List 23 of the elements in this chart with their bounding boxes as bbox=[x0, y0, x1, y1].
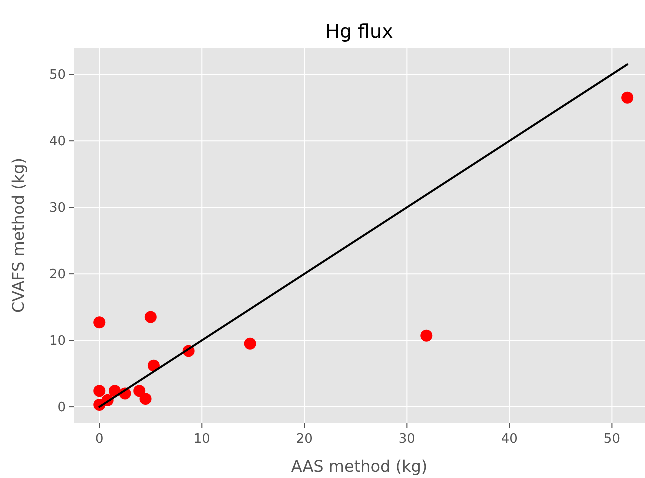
point bbox=[420, 330, 433, 342]
y-tick-label: 40 bbox=[49, 134, 66, 150]
y-tick-label: 20 bbox=[49, 268, 66, 283]
y-tick-label: 50 bbox=[49, 68, 66, 84]
y-axis-title: CVAFS method (kg) bbox=[9, 158, 28, 313]
x-tick-label: 50 bbox=[604, 432, 620, 447]
y-tick-label: 10 bbox=[49, 334, 66, 350]
y-tick-label: 0 bbox=[58, 400, 66, 416]
point bbox=[622, 92, 634, 104]
chart-title: Hg flux bbox=[326, 21, 394, 43]
x-tick-label: 0 bbox=[95, 432, 104, 447]
x-tick-label: 10 bbox=[194, 432, 210, 447]
point bbox=[144, 311, 157, 324]
x-axis-title: AAS method (kg) bbox=[291, 457, 428, 476]
point bbox=[244, 338, 256, 350]
y-tick-label: 30 bbox=[49, 201, 66, 216]
point bbox=[94, 385, 106, 398]
x-tick-label: 40 bbox=[501, 432, 518, 447]
point bbox=[134, 385, 146, 398]
point bbox=[94, 316, 106, 329]
point bbox=[140, 393, 152, 406]
x-tick-label: 20 bbox=[296, 432, 313, 447]
x-tick-label: 30 bbox=[398, 432, 416, 447]
